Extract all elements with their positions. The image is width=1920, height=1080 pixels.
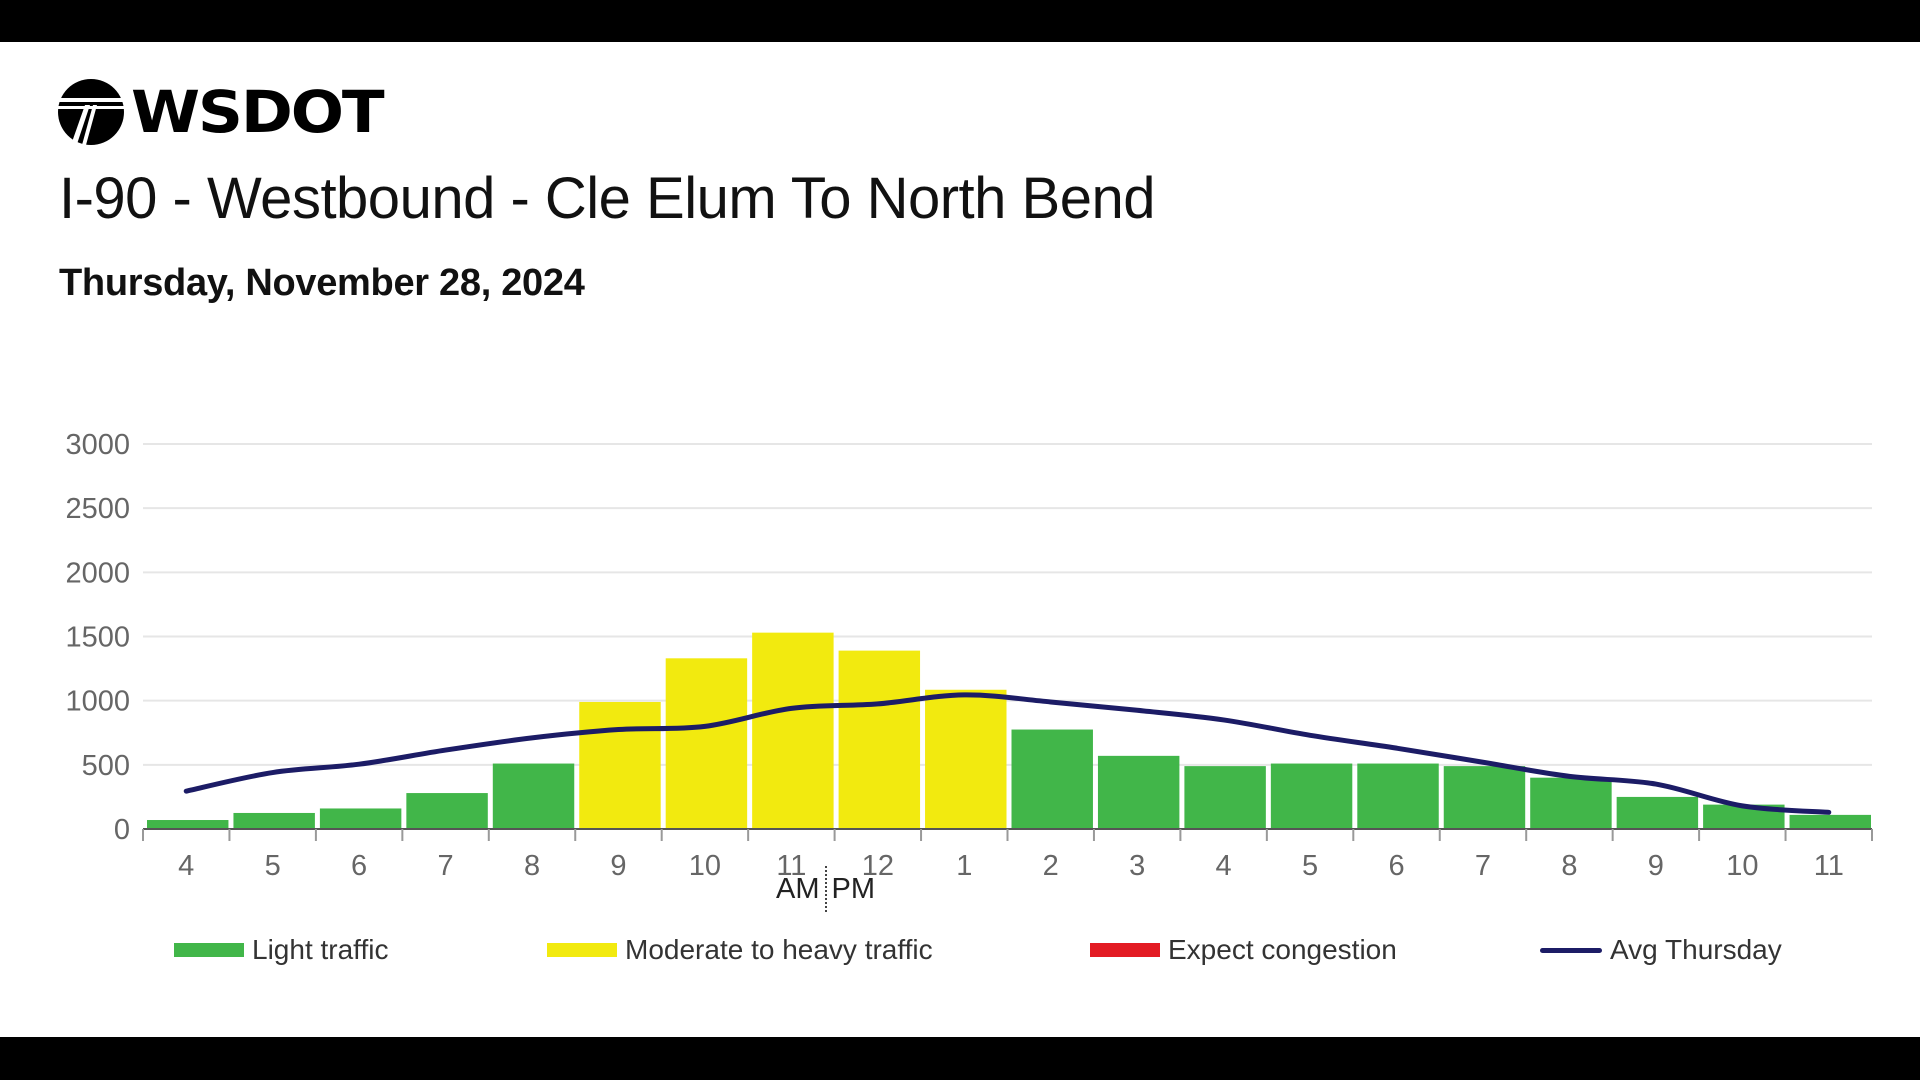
x-tick-label: 4 — [1216, 850, 1232, 882]
volume-bar — [147, 820, 229, 829]
x-tick-label: 5 — [265, 850, 281, 882]
wsdot-logo: WSDOT — [57, 77, 385, 147]
volume-bar — [1097, 755, 1180, 829]
y-tick-label: 3000 — [65, 429, 130, 461]
volume-bar — [1443, 766, 1526, 829]
legend-label: Avg Thursday — [1610, 934, 1782, 965]
legend-label: Moderate to heavy traffic — [625, 934, 933, 965]
x-tick-label: 11 — [776, 850, 806, 882]
y-tick-label: 2500 — [65, 493, 130, 525]
wsdot-logo-icon — [57, 79, 125, 145]
x-tick-label: 5 — [1302, 850, 1318, 882]
avg-thursday-line-swatch — [1540, 947, 1602, 953]
volume-bar — [233, 812, 315, 829]
x-tick-label: 12 — [862, 850, 894, 882]
chart-canvas: WSDOT I-90 - Westbound - Cle Elum To Nor… — [0, 42, 1920, 1037]
volume-bar — [1270, 763, 1353, 829]
volume-bar — [665, 658, 748, 829]
legend-label: Light traffic — [252, 934, 389, 965]
x-tick-label: 7 — [438, 850, 454, 882]
x-tick-label: 2 — [1043, 850, 1059, 882]
volume-bars — [147, 632, 1871, 829]
y-tick-label: 0 — [114, 814, 130, 846]
light-traffic-swatch — [174, 943, 244, 957]
am-pm-divider — [824, 866, 827, 912]
volume-bar — [1530, 777, 1612, 829]
x-tick-label: 9 — [610, 850, 626, 882]
x-axis-labels: 4 5 6 7 8 9 10 11 12 1 2 3 4 5 6 7 8 9 10 11 — [178, 850, 1844, 882]
volume-bar — [1011, 729, 1093, 829]
legend-item-avg: Avg Thursday — [1540, 930, 1782, 970]
legend-label: Expect congestion — [1168, 934, 1397, 965]
moderate-traffic-swatch — [547, 943, 617, 957]
x-tick-label: 10 — [1726, 850, 1758, 882]
x-tick-label: 1 — [956, 850, 972, 882]
x-tick-label: 7 — [1475, 850, 1491, 882]
x-tick-label: 4 — [178, 850, 194, 882]
legend-item-congestion: Expect congestion — [1090, 930, 1397, 970]
chart-date: Thursday, November 28, 2024 — [59, 262, 585, 304]
am-pm-marker: AM PM — [776, 866, 875, 912]
volume-bar — [319, 808, 402, 829]
volume-bar — [1616, 796, 1699, 829]
y-tick-label: 2000 — [65, 557, 130, 589]
y-gridlines — [143, 443, 1872, 766]
volume-bar — [1357, 763, 1439, 829]
x-tick-label: 9 — [1648, 850, 1664, 882]
x-tick-label: 6 — [1388, 850, 1404, 882]
volume-bar — [579, 701, 661, 829]
am-label: AM — [776, 872, 820, 905]
x-tick-label: 10 — [689, 850, 721, 882]
volume-bar — [492, 763, 575, 829]
congestion-swatch — [1090, 943, 1160, 957]
volume-bar — [752, 632, 834, 829]
pm-label: PM — [831, 872, 876, 905]
avg-thursday-line — [183, 692, 1832, 815]
logo-text: WSDOT — [131, 78, 385, 146]
volume-bar — [925, 689, 1007, 829]
legend-item-moderate: Moderate to heavy traffic — [547, 930, 933, 970]
y-axis-labels: 0 500 1000 1500 2000 2500 3000 — [65, 429, 130, 846]
chart-title: I-90 - Westbound - Cle Elum To North Ben… — [59, 166, 1156, 231]
x-tick-label: 3 — [1129, 850, 1145, 882]
volume-bar — [406, 793, 488, 829]
x-tick-label: 8 — [1561, 850, 1577, 882]
x-tick-label: 11 — [1814, 850, 1844, 882]
y-tick-label: 1000 — [65, 686, 130, 718]
y-tick-label: 1500 — [65, 622, 130, 654]
volume-bar — [1184, 766, 1266, 829]
x-tick-label: 8 — [524, 850, 540, 882]
y-tick-label: 500 — [82, 750, 130, 782]
x-axis — [142, 828, 1873, 841]
volume-bar — [1789, 814, 1871, 829]
x-tick-label: 6 — [351, 850, 367, 882]
chart-legend: Light traffic Moderate to heavy traffic … — [0, 930, 1920, 970]
legend-item-light: Light traffic — [174, 930, 388, 970]
volume-bar — [838, 650, 921, 829]
